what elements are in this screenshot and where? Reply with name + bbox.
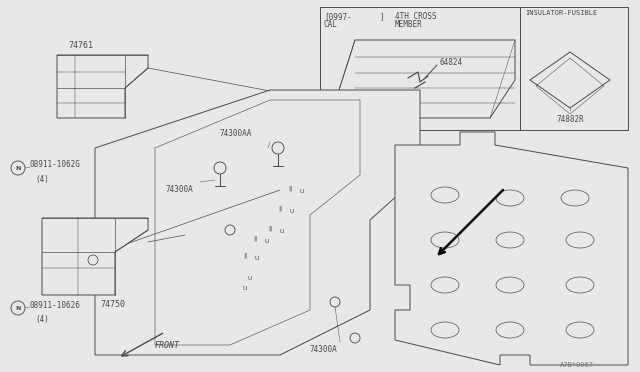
Text: 08911-1062G: 08911-1062G <box>30 160 81 169</box>
Text: 74300A: 74300A <box>165 185 193 194</box>
Text: FRONT: FRONT <box>155 340 180 350</box>
Text: ||: || <box>268 225 272 231</box>
Text: 74882R: 74882R <box>556 115 584 124</box>
Text: 4TH CROSS: 4TH CROSS <box>395 12 436 21</box>
Text: U: U <box>290 208 294 214</box>
Circle shape <box>214 162 226 174</box>
Text: (4): (4) <box>35 175 49 184</box>
Polygon shape <box>42 218 148 295</box>
Text: 74300AA: 74300AA <box>220 129 252 138</box>
Text: ]: ] <box>380 12 385 21</box>
Text: ||: || <box>288 185 292 191</box>
Circle shape <box>88 255 98 265</box>
Text: U: U <box>265 238 269 244</box>
Text: 74761: 74761 <box>68 41 93 50</box>
Text: U: U <box>248 276 252 280</box>
Text: MEMBER: MEMBER <box>395 20 423 29</box>
Text: (4): (4) <box>35 315 49 324</box>
Text: N: N <box>15 305 20 311</box>
Bar <box>450 220 472 238</box>
Text: ||: || <box>243 252 247 258</box>
Bar <box>320 7 628 130</box>
Text: ||: || <box>253 235 257 241</box>
Text: U: U <box>243 285 247 291</box>
Bar <box>450 305 472 323</box>
Text: N: N <box>15 166 20 170</box>
Circle shape <box>11 161 25 175</box>
Text: U: U <box>255 256 259 260</box>
Circle shape <box>272 142 284 154</box>
Text: A7B*0067: A7B*0067 <box>560 362 594 368</box>
Text: 64824: 64824 <box>440 58 463 67</box>
Text: ||: || <box>278 205 282 211</box>
Text: 74300A: 74300A <box>310 345 338 354</box>
Circle shape <box>330 297 340 307</box>
Text: INSULATOR-FUSIBLE: INSULATOR-FUSIBLE <box>525 10 597 16</box>
Circle shape <box>11 301 25 315</box>
Text: U: U <box>300 189 304 193</box>
Text: CAL: CAL <box>324 20 338 29</box>
Circle shape <box>350 333 360 343</box>
Polygon shape <box>530 52 610 108</box>
Text: 08911-10626: 08911-10626 <box>30 301 81 310</box>
Polygon shape <box>57 55 148 118</box>
Text: [0997-: [0997- <box>324 12 352 21</box>
Polygon shape <box>95 90 420 355</box>
Polygon shape <box>395 132 628 365</box>
Text: 74750: 74750 <box>100 300 125 309</box>
Circle shape <box>225 225 235 235</box>
Polygon shape <box>330 40 515 118</box>
Text: U: U <box>280 228 284 234</box>
